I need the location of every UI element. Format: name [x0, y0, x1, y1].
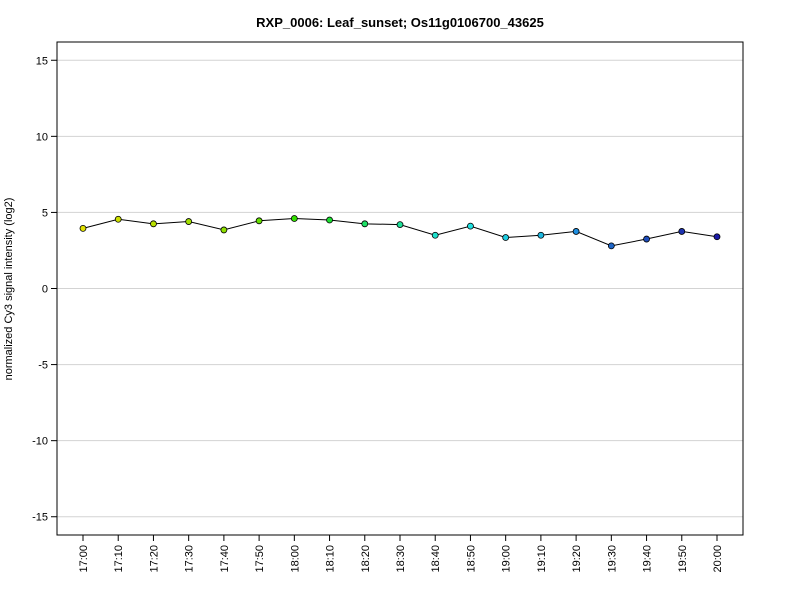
- x-tick-label: 17:00: [78, 545, 90, 573]
- data-point: [290, 215, 298, 222]
- x-tick-label: 20:00: [712, 545, 724, 573]
- x-tick-label: 18:30: [395, 545, 407, 573]
- x-tick-label: 17:40: [219, 545, 231, 573]
- y-tick-label: 0: [42, 284, 48, 296]
- data-point: [431, 231, 439, 239]
- y-tick-label: 10: [36, 131, 48, 143]
- data-point: [220, 226, 228, 234]
- x-axis: 17:00 17:10 17:20 17:30 17:40 17:50 18:00 18:10…: [78, 535, 724, 573]
- data-point: [607, 242, 615, 250]
- data-point: [326, 216, 333, 224]
- y-tick-label: 5: [42, 207, 48, 219]
- grid-lines: [57, 59, 743, 518]
- y-tick-label: -10: [32, 436, 48, 448]
- y-tick-label: -5: [38, 360, 48, 372]
- data-point: [361, 220, 369, 228]
- data-point: [150, 220, 157, 228]
- data-point: [643, 235, 650, 243]
- data-point: [114, 215, 122, 223]
- x-tick-label: 17:50: [254, 545, 266, 573]
- x-tick-label: 19:10: [536, 545, 548, 573]
- x-tick-label: 19:50: [677, 545, 689, 573]
- x-tick-label: 18:10: [325, 545, 337, 573]
- y-tick-label: -15: [32, 512, 48, 524]
- data-point: [79, 224, 87, 232]
- series-points: [79, 215, 721, 250]
- data-point: [467, 222, 474, 230]
- data-point: [396, 221, 404, 228]
- data-point: [713, 233, 721, 241]
- y-tick-label: 15: [36, 55, 48, 67]
- data-point: [185, 218, 193, 225]
- data-point: [678, 228, 686, 235]
- x-tick-label: 18:20: [360, 545, 372, 573]
- x-tick-label: 19:30: [606, 545, 618, 573]
- x-tick-label: 19:20: [571, 545, 583, 573]
- x-tick-label: 17:20: [148, 545, 160, 573]
- x-tick-label: 19:00: [501, 545, 513, 573]
- chart-title: RXP_0006: Leaf_sunset; Os11g0106700_4362…: [256, 15, 544, 30]
- x-tick-label: 17:10: [113, 545, 125, 573]
- x-tick-label: 17:30: [184, 545, 196, 573]
- x-tick-label: 18:50: [465, 545, 477, 573]
- y-axis-label: normalized Cy3 signal intensity (log2): [3, 198, 15, 381]
- y-axis: 15 10 5 0 -5 -10 -15: [32, 55, 57, 524]
- data-point: [572, 228, 580, 235]
- x-tick-label: 18:00: [289, 545, 301, 573]
- x-tick-label: 19:40: [642, 545, 654, 573]
- data-point: [502, 234, 510, 241]
- data-point: [537, 231, 545, 239]
- data-point: [255, 217, 263, 225]
- x-tick-label: 18:40: [430, 545, 442, 573]
